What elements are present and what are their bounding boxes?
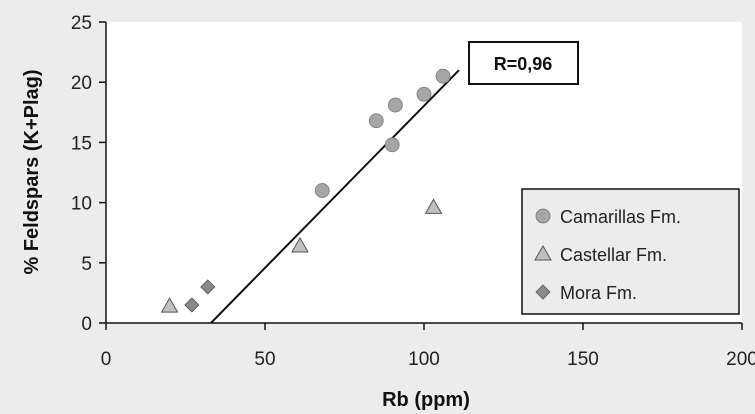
legend-frame [521,188,740,315]
x-tick-label: 50 [254,349,275,370]
x-axis-title: Rb (ppm) [382,389,470,411]
x-tick-label: 150 [567,349,599,370]
annotation-box: R=0,96 [468,41,579,85]
y-tick-label: 15 [71,133,92,154]
legend-label: Castellar Fm. [560,245,667,265]
data-point [387,97,403,113]
data-point [314,183,330,198]
y-tick-label: 20 [71,73,92,94]
data-point [368,113,384,129]
y-tick-label: 10 [71,194,92,215]
legend-marker [535,208,551,224]
axes: 0 5 10 15 20 25 0 50 100 150 200 [71,13,755,370]
legend-label: Camarillas Fm. [560,207,681,227]
x-tick-label: 200 [726,349,755,370]
data-point [416,86,432,102]
data-point [184,297,200,313]
data-point [424,198,443,214]
legend: Camarillas Fm. Castellar Fm. Mora Fm. [521,188,740,315]
x-tick-label: 100 [408,349,440,370]
y-tick-label: 25 [71,13,92,34]
data-point [200,279,216,295]
data-point [384,137,400,153]
data-points [160,68,451,313]
y-axis-title: % Feldspars (K+Plag) [21,69,43,274]
data-point [435,68,451,84]
annotation-text: R=0,96 [494,54,553,74]
x-tick-label: 0 [101,349,112,370]
data-point [160,297,179,313]
data-point [291,236,309,253]
legend-marker [534,244,552,261]
trendline [210,69,460,324]
legend-marker [535,284,551,300]
legend-label: Mora Fm. [560,283,637,303]
y-tick-label: 0 [81,314,92,335]
y-tick-label: 5 [81,254,92,275]
annotation-frame [468,41,579,85]
trendline-group [210,69,460,324]
